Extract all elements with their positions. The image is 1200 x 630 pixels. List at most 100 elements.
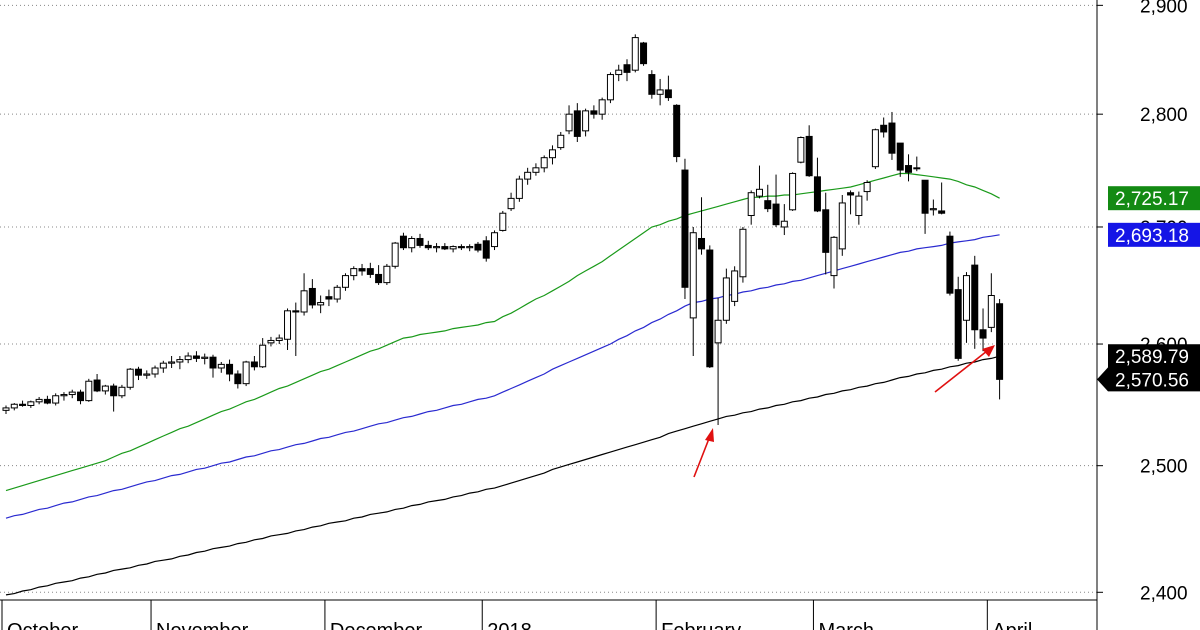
candle-body [755,188,763,197]
y-tick-label: 2,400 [1140,583,1188,604]
candle-body [85,380,93,402]
candle-body [284,310,292,340]
candle-body [449,246,457,250]
candle-body [19,403,27,406]
moving-average-line [5,172,1000,492]
candle-body [797,137,805,163]
candle-body [987,295,995,328]
candle-body [399,235,407,249]
candle-body [375,273,383,284]
candle-body [217,363,225,369]
candle-body [192,355,200,359]
candle-body [101,385,109,392]
candle-body [52,395,60,404]
candle-body [565,113,573,132]
price-badge [1108,222,1200,247]
candle-body [962,275,970,321]
candle-body [946,235,954,294]
candle-body [590,110,598,115]
candle-body [656,89,664,95]
candle-body [275,337,283,341]
candle-body [813,176,821,212]
candle-body [383,265,391,284]
candle-body [507,197,515,210]
candle-body [168,361,176,364]
candle-body [532,167,540,173]
candle-body [838,202,846,250]
candle-body [938,210,946,214]
candle-body [466,246,474,249]
candle-body [408,237,416,249]
candle-body [126,368,134,388]
candle-body [35,398,43,403]
x-tick-label: April [992,620,1032,630]
candle-body [333,286,341,300]
candle-body [234,373,242,385]
candle-body [880,124,888,133]
candle-body [573,110,581,137]
candles [2,34,1004,426]
candle-body [706,249,714,368]
candle-body [143,373,151,376]
candle-body [424,244,432,249]
price-badge-label: 2,570.56 [1115,370,1189,391]
candle-body [441,246,449,250]
candle-body [176,359,184,363]
candle-body [664,89,672,99]
candle-body [134,368,142,376]
x-tick-label: February [661,620,741,630]
y-tick-label: 2,900 [1140,0,1188,17]
candle-body [871,129,879,168]
candle-body [789,172,797,211]
candle-body [731,270,739,302]
price-badge-label: 2,589.79 [1115,347,1189,368]
candle-body [905,165,913,173]
candle-body [689,232,697,319]
candle-body [855,195,863,217]
candle-body [317,302,325,306]
candle-body [474,243,482,251]
x-tick-label: 2018 [487,620,532,630]
candle-body [557,134,565,149]
candle-body [822,209,830,253]
moving-averages [5,172,1000,596]
candle-body [615,69,623,76]
arrow [934,350,988,393]
candle-body [747,192,755,217]
price-badge [1097,367,1200,392]
candle-body [772,203,780,226]
candle-body [2,407,10,411]
candle-body [118,386,126,397]
candle-body [201,356,209,359]
candle-body [159,362,167,369]
candle-body [300,290,308,313]
candle-body [491,232,499,248]
candle-body [10,403,18,409]
candle-body [341,275,349,288]
candle-body [698,237,706,250]
candle-body [515,178,523,199]
candle-body [896,142,904,171]
candle-body [250,361,258,368]
candle-body [267,339,275,344]
price-badge [1108,186,1200,211]
candle-body [358,268,366,272]
candle-body [391,242,399,267]
candle-body [830,236,838,277]
candle-body [292,310,300,313]
candle-body [863,181,871,193]
candle-body [540,157,548,169]
arrow-head [705,428,714,442]
candle-body [929,208,937,211]
moving-average-line [5,355,1000,596]
candle-body [308,287,316,306]
price-badge-label: 2,725.17 [1115,189,1189,210]
x-tick-label: October [7,620,78,630]
candle-body [954,289,962,359]
candle-body [714,319,722,344]
candle-body [722,277,730,321]
candle-body [151,367,159,375]
candle-body [648,74,656,95]
